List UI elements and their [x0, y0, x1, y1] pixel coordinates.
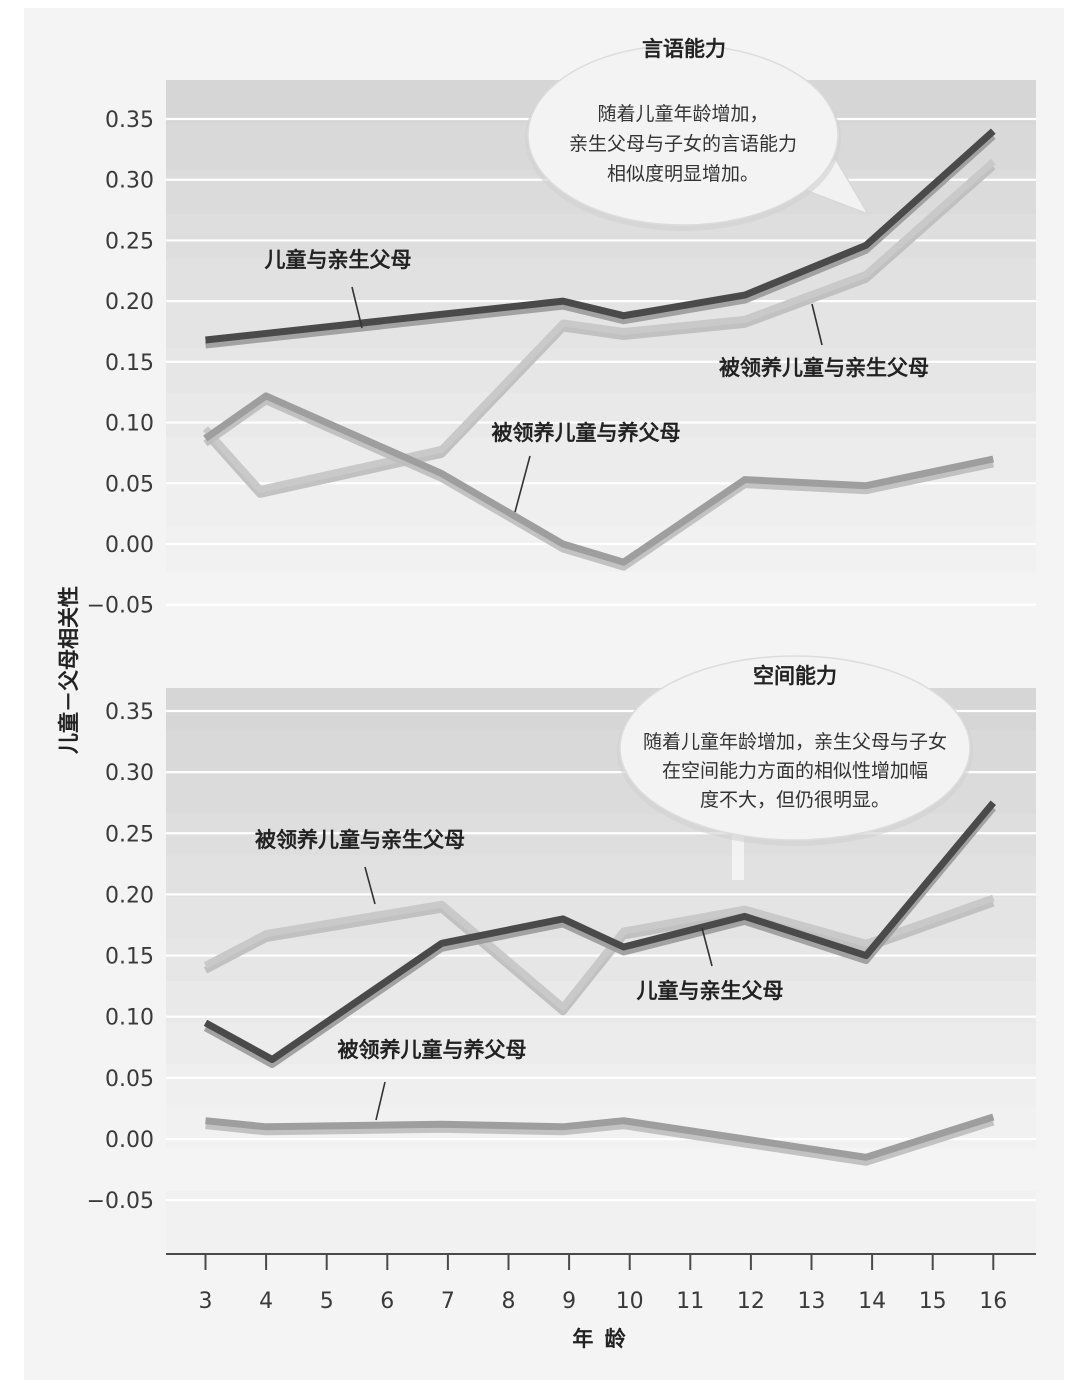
- series-biological: [205, 128, 996, 349]
- x-tick-label: 12: [737, 1289, 765, 1314]
- leader-line: [364, 866, 376, 905]
- series-line-shadow: [203, 397, 995, 571]
- series-line: [203, 800, 996, 1063]
- leader-line: [351, 286, 363, 329]
- y-tick-label: 0.30: [105, 169, 154, 194]
- x-tick-label: 6: [380, 1289, 394, 1314]
- y-tick-label: 0.05: [105, 1067, 154, 1092]
- y-tick-label: 0.30: [105, 761, 154, 786]
- panel-2: [166, 688, 1036, 1202]
- panel-band: [166, 1148, 1036, 1191]
- panel-band: [166, 855, 1036, 899]
- series-label-adopted_adoptive: 被领养儿童与养父母: [492, 421, 681, 513]
- series-line-shadow: [202, 163, 996, 498]
- x-axis: 3 4 5 6 7 8 9 10 11 12 13 14 15 16: [199, 1254, 1007, 1314]
- y-tick-labels: 0.35 0.30 0.25 0.20 0.15 0.10 0.05 0.00 −0.05 0.3…: [87, 108, 154, 1214]
- x-axis-title: 年 龄: [572, 1327, 627, 1351]
- bubble-body: [619, 655, 971, 841]
- series-line: [203, 392, 995, 566]
- series-line: [203, 894, 995, 1011]
- panel-band: [166, 482, 1036, 528]
- panel-band: [166, 526, 1036, 573]
- x-tick-label: 4: [259, 1289, 273, 1314]
- series-label-biological: 儿童与亲生父母: [265, 248, 412, 329]
- leader-line: [514, 455, 531, 513]
- panel-band: [166, 1064, 1036, 1108]
- y-tick-label: 0.10: [105, 412, 154, 437]
- series-label-text: 被领养儿童与亲生父母: [719, 356, 929, 380]
- series-line: [205, 1113, 995, 1161]
- y-tick-label: 0.20: [105, 290, 154, 315]
- series-line-shadow: [205, 1118, 995, 1166]
- x-tick-label: 16: [979, 1289, 1007, 1314]
- series-line: [205, 128, 996, 344]
- bubble-stem: [732, 830, 744, 880]
- leader-line: [375, 1081, 386, 1121]
- y-tick-label: 0.35: [105, 700, 154, 725]
- x-tick-label: 13: [798, 1289, 826, 1314]
- series-label-adopted_biological: 被领养儿童与亲生父母: [719, 303, 929, 380]
- annotation-line: 随着儿童年龄增加，亲生父母与子女: [643, 731, 947, 753]
- series-label-text: 儿童与亲生父母: [265, 248, 412, 272]
- series-label-text: 被领养儿童与亲生父母: [255, 828, 465, 852]
- x-tick-label: 11: [676, 1289, 704, 1314]
- y-tick-label: 0.35: [105, 108, 154, 133]
- series-label-text: 被领养儿童与养父母: [338, 1038, 527, 1062]
- x-tick-label: 15: [919, 1289, 947, 1314]
- x-tick-label: 7: [441, 1289, 455, 1314]
- series-line-shadow: [205, 133, 996, 349]
- x-tick-label: 5: [320, 1289, 334, 1314]
- annotation-line: 随着儿童年龄增加，: [597, 103, 768, 125]
- panel-band: [166, 571, 1036, 617]
- x-tick-label: 8: [502, 1289, 516, 1314]
- annotation-line: 相似度明显增加。: [607, 163, 759, 185]
- series-adopted_adoptive: [205, 1113, 995, 1166]
- y-tick-label: 0.10: [105, 1006, 154, 1031]
- series-line-shadow: [203, 805, 996, 1068]
- panel-title: 言语能力: [642, 37, 726, 61]
- annotation-bubble-2: 空间能力随着儿童年龄增加，亲生父母与子女在空间能力方面的相似性增加幅度不大，但仍…: [617, 655, 973, 880]
- panel-band: [166, 348, 1036, 394]
- y-tick-label: 0.15: [105, 945, 154, 970]
- y-tick-label: 0.05: [105, 472, 154, 497]
- series-label-text: 被领养儿童与养父母: [492, 421, 681, 445]
- y-tick-label: 0.15: [105, 351, 154, 376]
- leader-line: [701, 927, 713, 967]
- y-tick-label: 0.20: [105, 883, 154, 908]
- annotation-line: 度不大，但仍很明显。: [700, 789, 890, 811]
- chart-series: [202, 128, 996, 1166]
- y-tick-label: −0.05: [87, 594, 154, 619]
- panel-title: 空间能力: [753, 664, 837, 688]
- series-labels: 儿童与亲生父母被领养儿童与亲生父母被领养儿童与养父母被领养儿童与亲生父母儿童与亲…: [255, 248, 929, 1121]
- x-tick-label: 9: [562, 1289, 576, 1314]
- x-tick-label: 10: [616, 1289, 644, 1314]
- series-adopted_biological: [203, 894, 995, 1016]
- bubble-body: [527, 44, 839, 226]
- series-adopted_adoptive: [203, 392, 995, 571]
- series-label-biological: 儿童与亲生父母: [637, 927, 784, 1003]
- leader-line: [811, 303, 823, 346]
- series-adopted_biological: [202, 158, 996, 498]
- series-biological: [203, 800, 996, 1068]
- annotation-line: 在空间能力方面的相似性增加幅: [662, 760, 928, 782]
- series-label-text: 儿童与亲生父母: [637, 979, 784, 1003]
- y-tick-label: 0.00: [105, 1128, 154, 1153]
- series-label-adopted_biological: 被领养儿童与亲生父母: [255, 828, 465, 905]
- panel-band: [166, 258, 1036, 305]
- x-tick-label: 14: [858, 1289, 886, 1314]
- y-tick-label: −0.05: [87, 1189, 154, 1214]
- x-tick-label: 3: [199, 1289, 213, 1314]
- y-axis-title: 儿童－父母相关性: [57, 586, 81, 754]
- y-tick-label: 0.00: [105, 533, 154, 558]
- y-tick-label: 0.25: [105, 822, 154, 847]
- annotation-line: 亲生父母与子女的言语能力: [569, 133, 797, 155]
- y-tick-label: 0.25: [105, 229, 154, 254]
- series-line: [202, 158, 996, 493]
- series-label-adopted_adoptive: 被领养儿童与养父母: [338, 1038, 527, 1121]
